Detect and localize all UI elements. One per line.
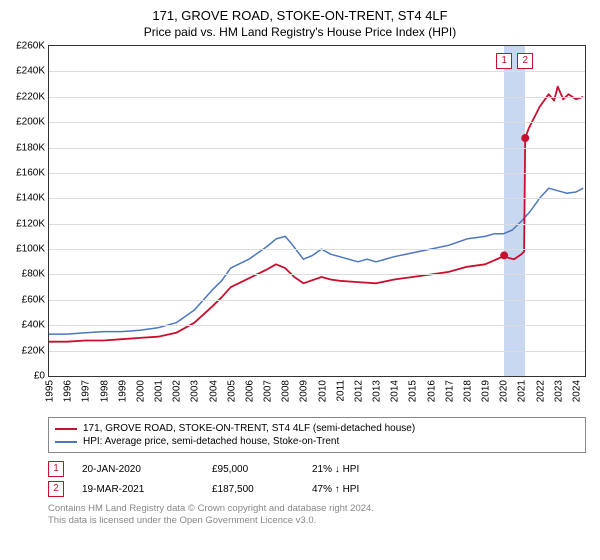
y-axis-label: £40K (22, 320, 49, 331)
y-axis-label: £180K (16, 142, 49, 153)
y-axis-label: £80K (22, 269, 49, 280)
gridline (49, 148, 585, 149)
gridline (49, 300, 585, 301)
sale-dot-2 (521, 134, 529, 142)
y-axis-label: £260K (16, 41, 49, 52)
y-axis-label: £120K (16, 218, 49, 229)
x-axis-label: 2017 (442, 380, 455, 402)
legend-row: 171, GROVE ROAD, STOKE-ON-TRENT, ST4 4LF… (55, 422, 579, 435)
legend-label: HPI: Average price, semi-detached house,… (83, 436, 339, 447)
x-axis-label: 2010 (315, 380, 328, 402)
x-axis-label: 2004 (206, 380, 219, 402)
y-axis-label: £160K (16, 167, 49, 178)
sales-row-diff: 21% ↓ HPI (312, 464, 432, 475)
y-axis-label: £240K (16, 66, 49, 77)
series-hpi (49, 188, 583, 334)
x-axis-label: 2018 (460, 380, 473, 402)
y-axis-label: £20K (22, 345, 49, 356)
x-axis-label: 2012 (351, 380, 364, 402)
x-axis-label: 2011 (333, 380, 346, 402)
gridline (49, 198, 585, 199)
x-axis-label: 2015 (406, 380, 419, 402)
gridline (49, 224, 585, 225)
sales-row: 1 20-JAN-2020£95,00021% ↓ HPI (48, 459, 586, 479)
legend-row: HPI: Average price, semi-detached house,… (55, 435, 579, 448)
x-axis-label: 2014 (388, 380, 401, 402)
footer-attribution: Contains HM Land Registry data © Crown c… (48, 503, 586, 528)
sales-row-date: 19-MAR-2021 (82, 484, 212, 495)
footer-line-2: This data is licensed under the Open Gov… (48, 515, 586, 527)
x-axis-label: 2006 (242, 380, 255, 402)
x-axis-label: 2023 (551, 380, 564, 402)
chart-container: 171, GROVE ROAD, STOKE-ON-TRENT, ST4 4LF… (0, 0, 600, 560)
gridline (49, 249, 585, 250)
chart-svg (49, 46, 585, 376)
sale-marker-1: 1 (496, 53, 512, 69)
x-axis-label: 2009 (297, 380, 310, 402)
legend-swatch (55, 428, 77, 430)
x-axis-label: 2016 (424, 380, 437, 402)
x-axis-label: 2013 (370, 380, 383, 402)
series-property (49, 87, 583, 342)
x-axis-label: 2001 (152, 380, 165, 402)
x-axis-label: 1998 (97, 380, 110, 402)
gridline (49, 274, 585, 275)
sales-row-price: £95,000 (212, 464, 312, 475)
y-axis-label: £220K (16, 91, 49, 102)
y-axis-label: £60K (22, 294, 49, 305)
sales-row-diff: 47% ↑ HPI (312, 484, 432, 495)
gridline (49, 71, 585, 72)
sales-row-date: 20-JAN-2020 (82, 464, 212, 475)
legend-swatch (55, 441, 77, 443)
sales-row-marker: 1 (48, 461, 64, 477)
legend-box: 171, GROVE ROAD, STOKE-ON-TRENT, ST4 4LF… (48, 417, 586, 453)
x-axis-label: 2003 (188, 380, 201, 402)
x-axis-label: 2008 (279, 380, 292, 402)
sales-row: 2 19-MAR-2021£187,50047% ↑ HPI (48, 479, 586, 499)
x-axis-label: 2002 (170, 380, 183, 402)
y-axis-label: £140K (16, 193, 49, 204)
sales-row-price: £187,500 (212, 484, 312, 495)
sales-table: 1 20-JAN-2020£95,00021% ↓ HPI 2 19-MAR-2021… (48, 459, 586, 499)
y-axis-label: £200K (16, 117, 49, 128)
x-axis-label: 1995 (43, 380, 56, 402)
x-axis-label: 2000 (133, 380, 146, 402)
legend-label: 171, GROVE ROAD, STOKE-ON-TRENT, ST4 4LF… (83, 423, 415, 434)
chart-title-main: 171, GROVE ROAD, STOKE-ON-TRENT, ST4 4LF (0, 0, 600, 23)
x-axis-label: 2020 (497, 380, 510, 402)
y-axis-label: £100K (16, 244, 49, 255)
gridline (49, 122, 585, 123)
x-axis-label: 2005 (224, 380, 237, 402)
x-axis-label: 2021 (515, 380, 528, 402)
x-axis-label: 2007 (261, 380, 274, 402)
x-axis-label: 1997 (79, 380, 92, 402)
gridline (49, 325, 585, 326)
sales-row-marker: 2 (48, 481, 64, 497)
x-axis-label: 1996 (61, 380, 74, 402)
x-axis-label: 2019 (479, 380, 492, 402)
x-axis-label: 1999 (115, 380, 128, 402)
footer-line-1: Contains HM Land Registry data © Crown c… (48, 503, 586, 515)
sale-dot-1 (500, 251, 508, 259)
x-axis-label: 2022 (533, 380, 546, 402)
chart-plot-area: £0£20K£40K£60K£80K£100K£120K£140K£160K£1… (48, 45, 586, 377)
gridline (49, 97, 585, 98)
sale-marker-2: 2 (517, 53, 533, 69)
gridline (49, 351, 585, 352)
gridline (49, 173, 585, 174)
x-axis-label: 2024 (569, 380, 582, 402)
chart-title-sub: Price paid vs. HM Land Registry's House … (0, 23, 600, 45)
